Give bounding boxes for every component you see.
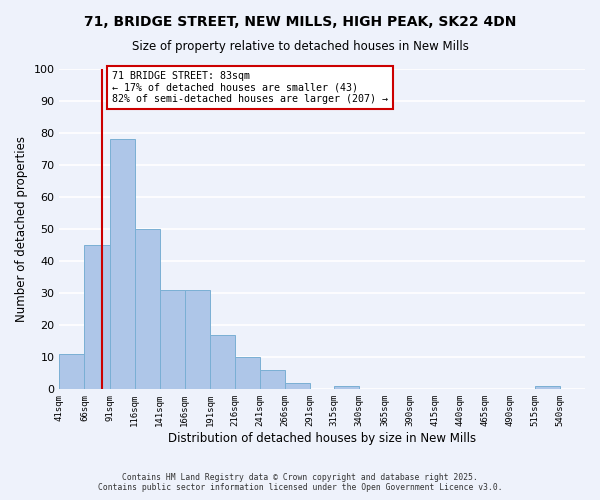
Bar	[110, 140, 134, 390]
Bar	[160, 290, 185, 390]
Bar	[285, 383, 310, 390]
Text: 71 BRIDGE STREET: 83sqm
← 17% of detached houses are smaller (43)
82% of semi-de: 71 BRIDGE STREET: 83sqm ← 17% of detache…	[112, 70, 388, 104]
Bar	[535, 386, 560, 390]
Bar	[334, 386, 359, 390]
Text: Size of property relative to detached houses in New Mills: Size of property relative to detached ho…	[131, 40, 469, 53]
Bar	[210, 335, 235, 390]
Bar	[134, 229, 160, 390]
X-axis label: Distribution of detached houses by size in New Mills: Distribution of detached houses by size …	[168, 432, 476, 445]
Text: 71, BRIDGE STREET, NEW MILLS, HIGH PEAK, SK22 4DN: 71, BRIDGE STREET, NEW MILLS, HIGH PEAK,…	[84, 15, 516, 29]
Bar	[59, 354, 85, 390]
Bar	[260, 370, 285, 390]
Bar	[185, 290, 210, 390]
Bar	[235, 358, 260, 390]
Bar	[85, 245, 110, 390]
Text: Contains HM Land Registry data © Crown copyright and database right 2025.
Contai: Contains HM Land Registry data © Crown c…	[98, 473, 502, 492]
Y-axis label: Number of detached properties: Number of detached properties	[15, 136, 28, 322]
